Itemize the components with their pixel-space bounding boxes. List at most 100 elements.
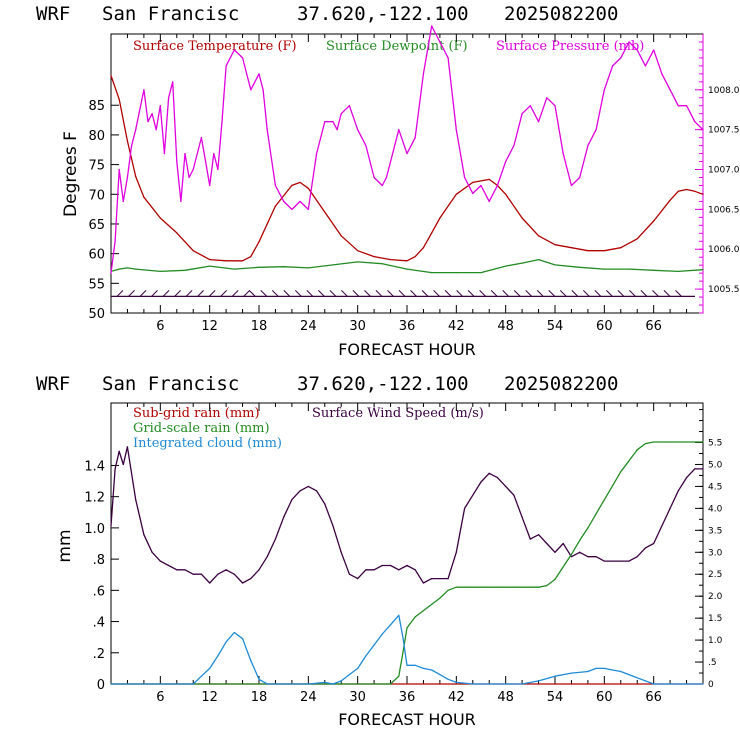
panel2-gridrain-point bbox=[488, 586, 490, 588]
panel1-pressure-point bbox=[213, 152, 215, 155]
panel1-y-tick-label: 70 bbox=[88, 188, 105, 203]
panel1-temperature-point bbox=[159, 217, 161, 219]
panel2-wind-point bbox=[332, 525, 334, 527]
panel2-cloud-point bbox=[200, 675, 203, 677]
panel2-x-tick-label: 66 bbox=[645, 690, 662, 705]
panel1-axes: 6 12 18 24 30 36 42 48 54 60 66 50 55 60 65 70 75 80 85 100… bbox=[88, 34, 740, 334]
panel1-pressure-point bbox=[307, 208, 309, 210]
panel2-wind-point bbox=[496, 477, 499, 479]
wind-barb bbox=[271, 290, 279, 297]
panel2-cloud-point bbox=[357, 667, 359, 669]
wind-barb bbox=[675, 290, 682, 297]
panel1-temperature-point bbox=[685, 188, 688, 191]
panel2-cloud-point bbox=[587, 670, 589, 673]
panel2-wind-point bbox=[488, 472, 490, 474]
panel1-pressure-point bbox=[291, 208, 293, 210]
panel1-temperature-point bbox=[620, 247, 622, 249]
panel1-pressure-point bbox=[529, 105, 531, 107]
panel2-wind-point bbox=[398, 569, 400, 571]
panel1-dewpoint-point bbox=[258, 266, 260, 268]
panel1-pressure-point bbox=[151, 113, 153, 115]
wind-barb bbox=[490, 290, 498, 297]
panel2-gridrain-point bbox=[611, 485, 614, 487]
panel1-pressure-point bbox=[299, 200, 301, 202]
panel2-gridrain-point bbox=[653, 441, 655, 443]
panel2-x-tick-label: 42 bbox=[448, 690, 465, 705]
panel1-pressure-point bbox=[521, 113, 523, 115]
panel2-x-tick-label: 48 bbox=[497, 690, 514, 705]
panel1-dewpoint-point bbox=[135, 268, 137, 270]
panel1-temperature-point bbox=[209, 258, 211, 261]
panel1-pressure-point bbox=[611, 65, 614, 67]
panel2-cloud-point bbox=[348, 674, 351, 676]
panel1-plot-frame bbox=[110, 33, 704, 314]
panel1-site: San Francisc bbox=[102, 3, 239, 25]
panel2-gridrain-point bbox=[472, 586, 474, 588]
wind-barb bbox=[502, 290, 510, 297]
panel1-legend: Surface Temperature (F) Surface Dewpoint… bbox=[133, 39, 644, 54]
panel2-cloud-point bbox=[644, 680, 647, 682]
panel1-pressure-point bbox=[398, 129, 400, 131]
panel1-temperature-point bbox=[653, 220, 655, 222]
panel1-temperature-point bbox=[135, 175, 137, 178]
panel1-dewpoint-point bbox=[628, 268, 630, 270]
panel1-pressure-point bbox=[258, 73, 260, 75]
panel2-wind-point bbox=[217, 573, 219, 575]
panel2-x-tick-label: 6 bbox=[156, 690, 164, 705]
panel1-pressure-point bbox=[188, 176, 190, 179]
panel1-dewpoint-point bbox=[554, 264, 556, 266]
panel1-x-tick-label: 60 bbox=[596, 319, 613, 334]
panel2-gridrain-point bbox=[685, 441, 688, 443]
panel1-dewpoint-point bbox=[702, 269, 704, 271]
panel1-x-tick-label: 18 bbox=[251, 319, 268, 334]
wind-barb bbox=[410, 290, 417, 297]
wind-barb bbox=[151, 290, 158, 297]
panel2-x-tick-label: 30 bbox=[349, 690, 366, 705]
panel2-right-tick-label: 1.0 bbox=[708, 636, 723, 646]
panel1-pressure-point bbox=[118, 168, 120, 171]
panel2-wind-point bbox=[258, 569, 260, 571]
panel2-right-tick-label: 5.0 bbox=[708, 460, 723, 470]
panel1-pressure-point bbox=[385, 176, 388, 179]
panel2-wind-point bbox=[110, 525, 112, 527]
wind-barb bbox=[629, 290, 636, 297]
panel1-dewpoint-point bbox=[677, 270, 679, 273]
panel2-wind-point bbox=[414, 569, 416, 571]
panel2-cloud-point bbox=[570, 672, 573, 674]
panel2-gridrain-point bbox=[570, 553, 573, 556]
panel2-wind-point bbox=[644, 547, 647, 549]
panel2-wind-point bbox=[480, 481, 482, 483]
panel2-wind-point bbox=[200, 573, 203, 575]
panel2-right-tick-label: 5.5 bbox=[708, 439, 722, 449]
wind-barb bbox=[248, 290, 256, 297]
panel1-dewpoint-point bbox=[505, 265, 507, 267]
panel1-x-tick-label: 66 bbox=[645, 319, 662, 334]
panel1-temperature-point bbox=[636, 238, 638, 240]
panel2-wind-point bbox=[299, 490, 301, 492]
panel2-wind-point bbox=[159, 560, 161, 562]
panel1-dewpoint-point bbox=[537, 258, 540, 261]
panel2-gridrain-point bbox=[669, 441, 671, 443]
panel2-cloud-point bbox=[537, 680, 540, 682]
panel2-model: WRF bbox=[36, 373, 70, 395]
panel1-dewpoint-point bbox=[381, 263, 383, 265]
panel2-cloud-point bbox=[225, 641, 227, 643]
panel1-right-tick-label: 1008.0 bbox=[708, 86, 740, 96]
panel1-dewpoint-point bbox=[283, 266, 285, 268]
panel1-pressure-point bbox=[348, 105, 351, 107]
panel2-wind-point bbox=[685, 477, 688, 479]
panel1-pressure-point bbox=[241, 57, 244, 59]
panel2-cloud-point bbox=[521, 683, 523, 685]
panel1-series-temperature-line bbox=[110, 75, 704, 262]
panel1-temperature-point bbox=[431, 232, 433, 234]
panel1-temperature-point bbox=[192, 250, 194, 252]
panel1-temperature-point bbox=[176, 232, 178, 234]
panel2-cloud-point bbox=[628, 674, 630, 676]
panel1-pressure-point bbox=[685, 105, 688, 107]
panel1-pressure-point bbox=[488, 200, 490, 202]
panel1-pressure-point bbox=[669, 89, 671, 91]
panel2-wind-point bbox=[135, 498, 137, 501]
panel2-gridrain-point bbox=[636, 449, 638, 451]
panel1-x-tick-label: 6 bbox=[156, 319, 164, 334]
panel1-temperature-point bbox=[414, 256, 416, 258]
